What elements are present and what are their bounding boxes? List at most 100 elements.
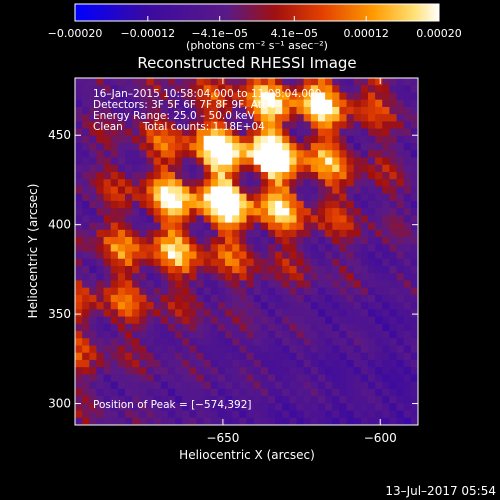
heatmap-cell (303, 200, 312, 209)
heatmap-cell (196, 352, 205, 361)
heatmap-cell (153, 331, 162, 339)
heatmap-cell (382, 352, 391, 361)
heatmap-cell (353, 323, 362, 332)
heatmap-cell (382, 229, 391, 238)
heatmap-cell (175, 287, 183, 296)
heatmap-cell (382, 244, 391, 253)
heatmap-cell (389, 388, 398, 397)
heatmap-cell (325, 179, 333, 188)
heatmap-cell (275, 121, 283, 130)
heatmap-cell (389, 193, 398, 202)
heatmap-cell (325, 193, 333, 202)
heatmap-cell (82, 388, 90, 397)
heatmap-cell (332, 367, 340, 375)
heatmap-cell (232, 403, 240, 412)
heatmap-cell (89, 338, 98, 347)
heatmap-cell (225, 92, 233, 101)
heatmap-cell (403, 157, 412, 166)
heatmap-cell (160, 294, 169, 303)
heatmap-cell (360, 323, 369, 332)
heatmap-cell (75, 92, 83, 101)
heatmap-cell (296, 99, 305, 108)
heatmap-cell (160, 229, 169, 238)
heatmap-cell (403, 273, 412, 282)
heatmap-cell (203, 135, 212, 144)
heatmap-cell (346, 237, 355, 245)
heatmap-cell (96, 143, 105, 151)
heatmap-cell (182, 331, 190, 339)
heatmap-cell (253, 150, 262, 159)
heatmap-cell (317, 367, 326, 375)
heatmap-cell (389, 265, 398, 274)
heatmap-cell (153, 114, 162, 122)
heatmap-cell (89, 179, 98, 188)
heatmap-cell (389, 323, 398, 332)
heatmap-cell (89, 78, 98, 86)
heatmap-cell (367, 237, 376, 245)
heatmap-cell (267, 85, 276, 94)
heatmap-cell (310, 78, 319, 86)
heatmap-cell (139, 164, 148, 173)
heatmap-cell (225, 121, 233, 130)
heatmap-cell (375, 323, 383, 332)
heatmap-cell (232, 302, 240, 310)
heatmap-cell (275, 381, 283, 390)
heatmap-cell (289, 316, 298, 325)
heatmap-cell (75, 150, 83, 159)
heatmap-cell (182, 179, 190, 188)
heatmap-cell (267, 208, 276, 216)
heatmap-cell (217, 323, 226, 332)
heatmap-cell (225, 244, 233, 253)
x-tick-label: −650 (206, 431, 239, 445)
heatmap-cell (325, 265, 333, 274)
heatmap-cell (196, 381, 205, 390)
heatmap-cell (139, 388, 148, 397)
heatmap-cell (260, 106, 269, 115)
heatmap-cell (203, 99, 212, 108)
heatmap-cell (132, 128, 140, 137)
heatmap-cell (253, 374, 262, 383)
heatmap-cell (239, 396, 248, 404)
heatmap-cell (160, 222, 169, 231)
heatmap-cell (267, 345, 276, 354)
heatmap-cell (89, 244, 98, 253)
heatmap-cell (282, 164, 290, 173)
heatmap-cell (182, 193, 190, 202)
heatmap-cell (246, 164, 255, 173)
heatmap-cell (310, 352, 319, 361)
heatmap-cell (239, 78, 248, 86)
heatmap-cell (75, 388, 83, 397)
heatmap-cell (367, 316, 376, 325)
heatmap-cell (182, 78, 190, 86)
heatmap-cell (410, 222, 418, 231)
heatmap-cell (389, 85, 398, 94)
heatmap-cell (317, 258, 326, 267)
heatmap-cell (146, 244, 155, 253)
heatmap-cell (139, 352, 148, 361)
heatmap-cell (225, 222, 233, 231)
heatmap-cell (282, 193, 290, 202)
heatmap-cell (382, 150, 391, 159)
heatmap-cell (132, 316, 140, 325)
heatmap-cell (396, 316, 405, 325)
heatmap-cell (225, 135, 233, 144)
heatmap-cell (175, 388, 183, 397)
heatmap-cell (317, 251, 326, 260)
heatmap-cell (210, 92, 219, 101)
heatmap-cell (382, 323, 391, 332)
heatmap-cell (296, 193, 305, 202)
heatmap-cell (139, 338, 148, 347)
heatmap-cell (103, 374, 112, 383)
heatmap-cell (382, 374, 391, 383)
heatmap-cell (96, 367, 105, 375)
heatmap-cell (146, 92, 155, 101)
heatmap-cell (360, 367, 369, 375)
footer-date: 13–Jul–2017 05:54 (385, 484, 496, 498)
heatmap-cell (239, 265, 248, 274)
heatmap-cell (146, 316, 155, 325)
heatmap-cell (360, 222, 369, 231)
heatmap-cell (360, 78, 369, 86)
heatmap-cell (132, 200, 140, 209)
heatmap-cell (303, 215, 312, 224)
heatmap-cell (217, 208, 226, 216)
